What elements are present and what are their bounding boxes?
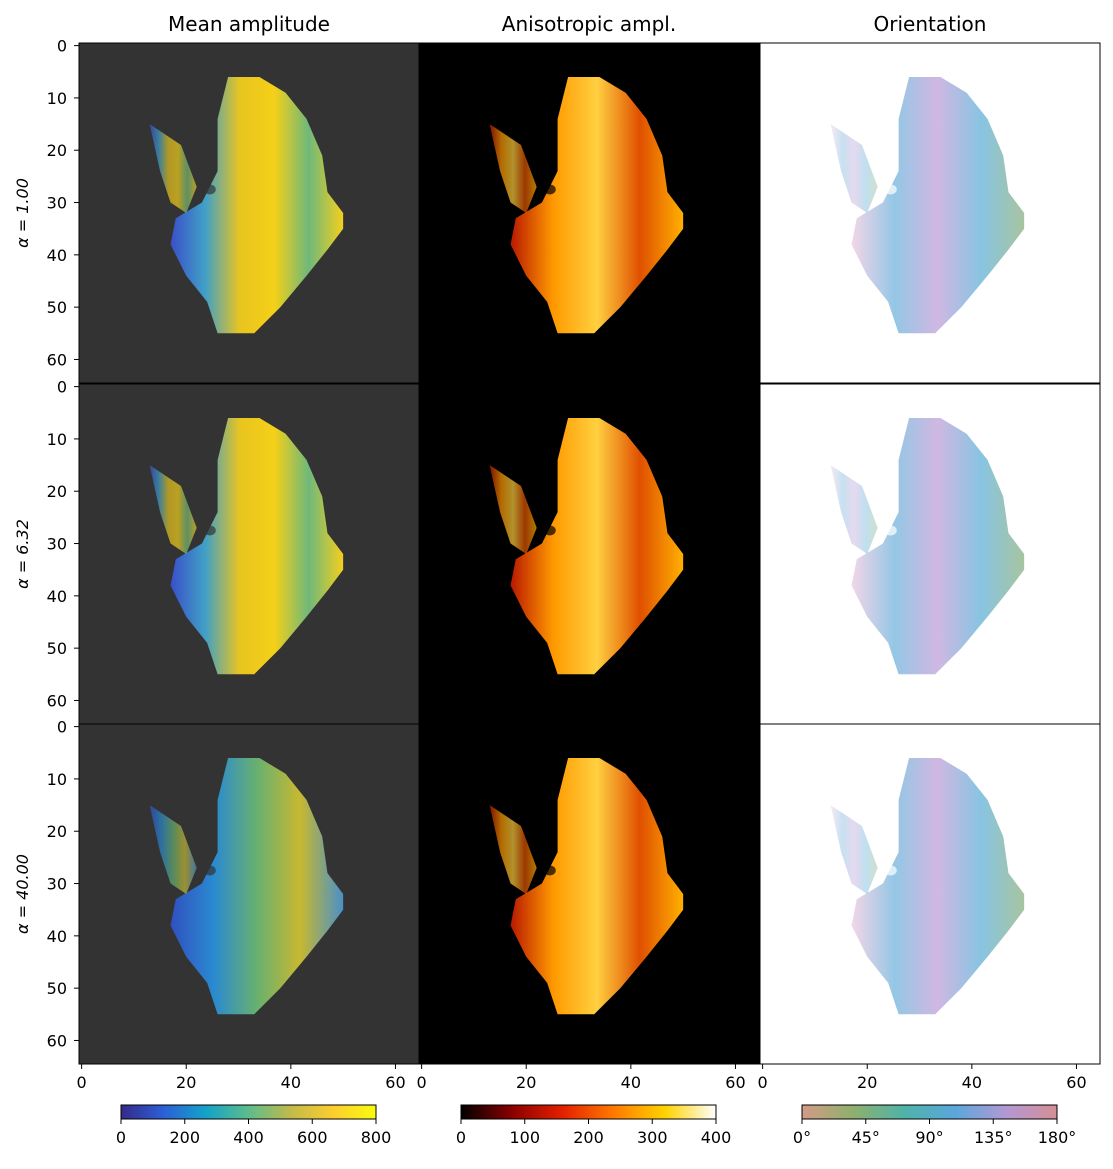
colorbar-tick-label: 300	[637, 1128, 668, 1147]
x-tick-label: 0	[758, 1073, 768, 1092]
row-label: α = 40.00	[13, 854, 32, 934]
y-tick-label: 0	[57, 378, 67, 397]
y-tick-label: 10	[47, 89, 67, 108]
image-content	[851, 418, 1025, 675]
image-content	[543, 525, 556, 536]
x-tick-label: 40	[281, 1073, 301, 1092]
colorbar-tick-label: 600	[297, 1128, 328, 1147]
image-content	[830, 465, 878, 554]
y-tick-label: 20	[47, 822, 67, 841]
x-tick-label: 60	[1066, 1073, 1086, 1092]
image-content	[884, 525, 897, 536]
y-tick-label: 0	[57, 718, 67, 737]
row-label: α = 6.32	[13, 519, 32, 589]
image-content	[543, 865, 556, 876]
y-tick-label: 40	[47, 927, 67, 946]
column-title: Mean amplitude	[168, 12, 330, 36]
colorbar-tick-label: 90°	[915, 1128, 943, 1147]
image-content	[170, 77, 344, 334]
image-content	[203, 184, 216, 195]
x-tick-label: 40	[621, 1073, 641, 1092]
image-content	[830, 124, 878, 213]
x-tick-label: 40	[962, 1073, 982, 1092]
y-tick-label: 30	[47, 535, 67, 554]
colorbar-tick-label: 0°	[793, 1128, 811, 1147]
colorbar-tick-label: 180°	[1038, 1128, 1077, 1147]
image-content	[170, 418, 344, 675]
y-tick-label: 0	[57, 37, 67, 56]
x-tick-label: 20	[176, 1073, 196, 1092]
image-content	[510, 77, 684, 334]
column-title: Anisotropic ampl.	[502, 12, 676, 36]
image-content	[489, 465, 537, 554]
x-tick-label: 60	[725, 1073, 745, 1092]
image-content	[203, 865, 216, 876]
image-content	[170, 758, 344, 1015]
y-tick-label: 30	[47, 194, 67, 213]
y-tick-label: 10	[47, 770, 67, 789]
colorbar-tick-label: 400	[233, 1128, 264, 1147]
colorbar-tick-label: 800	[361, 1128, 392, 1147]
colorbar-tick-label: 200	[169, 1128, 200, 1147]
y-tick-label: 50	[47, 298, 67, 317]
colorbar-tick-label: 45°	[852, 1128, 880, 1147]
x-tick-label: 20	[857, 1073, 877, 1092]
colorbar-tick-label: 400	[701, 1128, 732, 1147]
x-tick-label: 0	[417, 1073, 427, 1092]
colorbar-tick-label: 100	[509, 1128, 540, 1147]
y-tick-label: 10	[47, 430, 67, 449]
y-tick-label: 20	[47, 141, 67, 160]
colorbar	[801, 1104, 1058, 1120]
image-content	[851, 77, 1025, 334]
image-content	[851, 758, 1025, 1015]
colorbar	[120, 1104, 377, 1120]
y-tick-label: 40	[47, 246, 67, 265]
row-label: α = 1.00	[13, 178, 32, 248]
y-tick-label: 30	[47, 875, 67, 894]
image-content	[149, 124, 197, 213]
x-tick-label: 0	[77, 1073, 87, 1092]
colorbar-tick-label: 135°	[974, 1128, 1013, 1147]
column-title: Orientation	[874, 12, 987, 36]
y-tick-label: 50	[47, 979, 67, 998]
image-content	[884, 184, 897, 195]
colorbar-tick-label: 0	[116, 1128, 126, 1147]
image-content	[543, 184, 556, 195]
y-tick-label: 20	[47, 482, 67, 501]
image-content	[884, 865, 897, 876]
colorbar	[460, 1104, 717, 1120]
image-content	[510, 758, 684, 1015]
image-content	[489, 124, 537, 213]
y-tick-label: 60	[47, 350, 67, 369]
image-content	[203, 525, 216, 536]
image-content	[149, 805, 197, 894]
y-tick-label: 60	[47, 1031, 67, 1050]
image-content	[489, 805, 537, 894]
y-tick-label: 40	[47, 587, 67, 606]
image-content	[149, 465, 197, 554]
image-content	[830, 805, 878, 894]
y-tick-label: 50	[47, 639, 67, 658]
image-content	[510, 418, 684, 675]
colorbar-tick-label: 200	[573, 1128, 604, 1147]
x-tick-label: 20	[516, 1073, 536, 1092]
colorbar-tick-label: 0	[456, 1128, 466, 1147]
y-tick-label: 60	[47, 691, 67, 710]
x-tick-label: 60	[385, 1073, 405, 1092]
